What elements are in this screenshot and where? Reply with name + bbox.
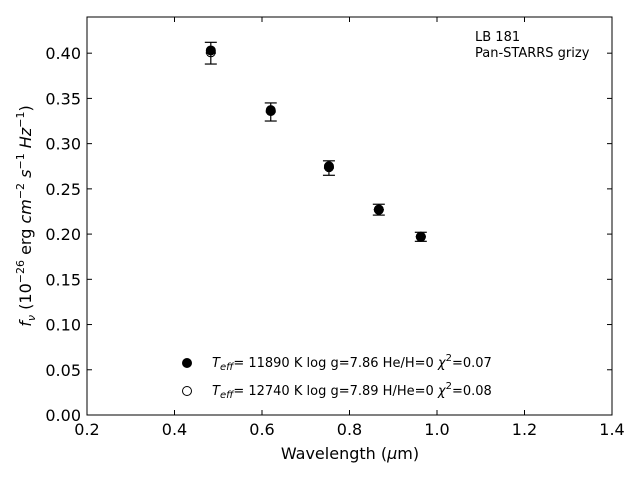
y-tick-label: 0.40: [45, 44, 81, 63]
x-tick-label: 0.8: [337, 420, 362, 439]
x-tick-label: 0.2: [74, 420, 99, 439]
y-tick-label: 0.10: [45, 316, 81, 335]
annotation-survey: Pan-STARRS grizy: [475, 46, 590, 61]
svg-text:fν (10−26 erg cm−2 s−1 Hz−1): fν (10−26 erg cm−2 s−1 Hz−1): [14, 105, 38, 326]
y-axis-label: fν (10−26 erg cm−2 s−1 Hz−1): [14, 105, 38, 326]
x-axis-ticks: 0.2 0.4 0.6 0.8 1.0 1.2 1.4: [74, 17, 625, 439]
y-tick-label: 0.35: [45, 89, 81, 108]
model-point-open: [265, 106, 276, 117]
annotation-object: LB 181: [475, 30, 520, 45]
model-point-open: [205, 47, 216, 58]
legend-marker-open: [182, 386, 192, 396]
x-tick-label: 1.4: [599, 420, 624, 439]
x-tick-label: 1.2: [512, 420, 537, 439]
y-tick-label: 0.20: [45, 225, 81, 244]
data-marks: [204, 41, 427, 242]
y-tick-label: 0.00: [45, 406, 81, 425]
y-tick-label: 0.30: [45, 135, 81, 154]
x-tick-label: 0.4: [162, 420, 187, 439]
legend-marker-filled: [182, 358, 192, 368]
model-point-open: [373, 204, 384, 215]
legend-entry-2: Teff= 12740 K log g=7.89 H/He=0 χ2=0.08: [212, 381, 492, 401]
x-tick-label: 0.6: [249, 420, 274, 439]
legend: Teff= 11890 K log g=7.86 He/H=0 χ2=0.07 …: [182, 353, 492, 401]
model-point-open: [415, 231, 426, 242]
y-tick-label: 0.05: [45, 361, 81, 380]
x-tick-label: 1.0: [424, 420, 449, 439]
y-tick-label: 0.15: [45, 270, 81, 289]
y-axis-ticks: 0.00 0.05 0.10 0.15 0.20 0.25 0.30 0.35 0.40: [45, 44, 612, 425]
y-tick-label: 0.25: [45, 180, 81, 199]
model-point-open: [323, 162, 334, 173]
x-axis-label: Wavelength (μm): [281, 444, 419, 463]
legend-entry-1: Teff= 11890 K log g=7.86 He/H=0 χ2=0.07: [212, 353, 492, 373]
